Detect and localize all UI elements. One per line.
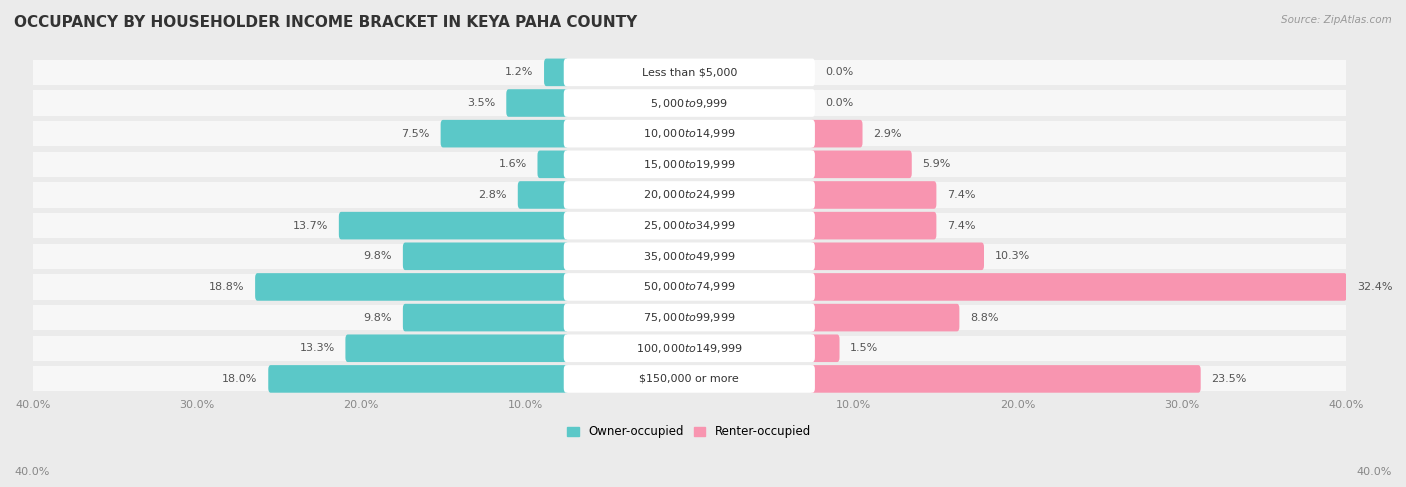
FancyBboxPatch shape [24, 152, 1354, 177]
FancyBboxPatch shape [810, 150, 911, 178]
Text: 7.5%: 7.5% [402, 129, 430, 139]
FancyBboxPatch shape [404, 243, 568, 270]
FancyBboxPatch shape [810, 335, 839, 362]
Text: $20,000 to $24,999: $20,000 to $24,999 [643, 188, 735, 202]
FancyBboxPatch shape [517, 181, 568, 209]
Text: $15,000 to $19,999: $15,000 to $19,999 [643, 158, 735, 171]
Text: 9.8%: 9.8% [364, 251, 392, 262]
FancyBboxPatch shape [24, 274, 1354, 300]
Text: $50,000 to $74,999: $50,000 to $74,999 [643, 281, 735, 294]
FancyBboxPatch shape [810, 304, 959, 331]
FancyBboxPatch shape [24, 305, 1354, 330]
FancyBboxPatch shape [24, 366, 1354, 392]
Text: 1.5%: 1.5% [851, 343, 879, 353]
FancyBboxPatch shape [564, 273, 815, 301]
Text: 40.0%: 40.0% [14, 467, 49, 477]
FancyBboxPatch shape [24, 60, 1354, 85]
FancyBboxPatch shape [24, 91, 1354, 115]
FancyBboxPatch shape [810, 365, 1201, 393]
Text: $35,000 to $49,999: $35,000 to $49,999 [643, 250, 735, 263]
FancyBboxPatch shape [810, 120, 862, 148]
FancyBboxPatch shape [564, 243, 815, 270]
FancyBboxPatch shape [254, 273, 568, 301]
FancyBboxPatch shape [564, 212, 815, 240]
FancyBboxPatch shape [24, 336, 1354, 361]
Text: 13.3%: 13.3% [299, 343, 335, 353]
FancyBboxPatch shape [506, 89, 568, 117]
FancyBboxPatch shape [544, 58, 568, 86]
Text: 7.4%: 7.4% [948, 190, 976, 200]
Text: 13.7%: 13.7% [292, 221, 328, 231]
FancyBboxPatch shape [24, 244, 1354, 269]
FancyBboxPatch shape [810, 273, 1347, 301]
Text: $5,000 to $9,999: $5,000 to $9,999 [650, 96, 728, 110]
Text: 7.4%: 7.4% [948, 221, 976, 231]
FancyBboxPatch shape [564, 335, 815, 362]
Text: 18.8%: 18.8% [209, 282, 245, 292]
Text: $100,000 to $149,999: $100,000 to $149,999 [636, 342, 742, 355]
Text: 8.8%: 8.8% [970, 313, 998, 322]
Text: Less than $5,000: Less than $5,000 [641, 67, 737, 77]
Text: $25,000 to $34,999: $25,000 to $34,999 [643, 219, 735, 232]
Text: 9.8%: 9.8% [364, 313, 392, 322]
FancyBboxPatch shape [564, 365, 815, 393]
Text: OCCUPANCY BY HOUSEHOLDER INCOME BRACKET IN KEYA PAHA COUNTY: OCCUPANCY BY HOUSEHOLDER INCOME BRACKET … [14, 15, 637, 30]
Text: 18.0%: 18.0% [222, 374, 257, 384]
Text: 40.0%: 40.0% [1357, 467, 1392, 477]
FancyBboxPatch shape [269, 365, 568, 393]
FancyBboxPatch shape [24, 121, 1354, 146]
Text: 10.3%: 10.3% [994, 251, 1031, 262]
FancyBboxPatch shape [564, 120, 815, 148]
FancyBboxPatch shape [810, 243, 984, 270]
FancyBboxPatch shape [810, 212, 936, 240]
Text: Source: ZipAtlas.com: Source: ZipAtlas.com [1281, 15, 1392, 25]
Text: $10,000 to $14,999: $10,000 to $14,999 [643, 127, 735, 140]
FancyBboxPatch shape [440, 120, 568, 148]
Legend: Owner-occupied, Renter-occupied: Owner-occupied, Renter-occupied [562, 420, 815, 443]
FancyBboxPatch shape [537, 150, 568, 178]
Text: 0.0%: 0.0% [825, 98, 853, 108]
Text: 1.2%: 1.2% [505, 67, 533, 77]
Text: 2.9%: 2.9% [873, 129, 901, 139]
Text: 3.5%: 3.5% [467, 98, 496, 108]
Text: 23.5%: 23.5% [1212, 374, 1247, 384]
FancyBboxPatch shape [564, 58, 815, 86]
Text: 0.0%: 0.0% [825, 67, 853, 77]
Text: $150,000 or more: $150,000 or more [640, 374, 740, 384]
Text: $75,000 to $99,999: $75,000 to $99,999 [643, 311, 735, 324]
Text: 2.8%: 2.8% [478, 190, 508, 200]
Text: 32.4%: 32.4% [1357, 282, 1393, 292]
FancyBboxPatch shape [339, 212, 568, 240]
FancyBboxPatch shape [564, 150, 815, 178]
FancyBboxPatch shape [346, 335, 568, 362]
FancyBboxPatch shape [564, 89, 815, 117]
FancyBboxPatch shape [404, 304, 568, 331]
FancyBboxPatch shape [564, 304, 815, 331]
FancyBboxPatch shape [564, 181, 815, 209]
Text: 1.6%: 1.6% [499, 159, 527, 169]
FancyBboxPatch shape [810, 181, 936, 209]
FancyBboxPatch shape [24, 213, 1354, 238]
Text: 5.9%: 5.9% [922, 159, 950, 169]
FancyBboxPatch shape [24, 183, 1354, 207]
